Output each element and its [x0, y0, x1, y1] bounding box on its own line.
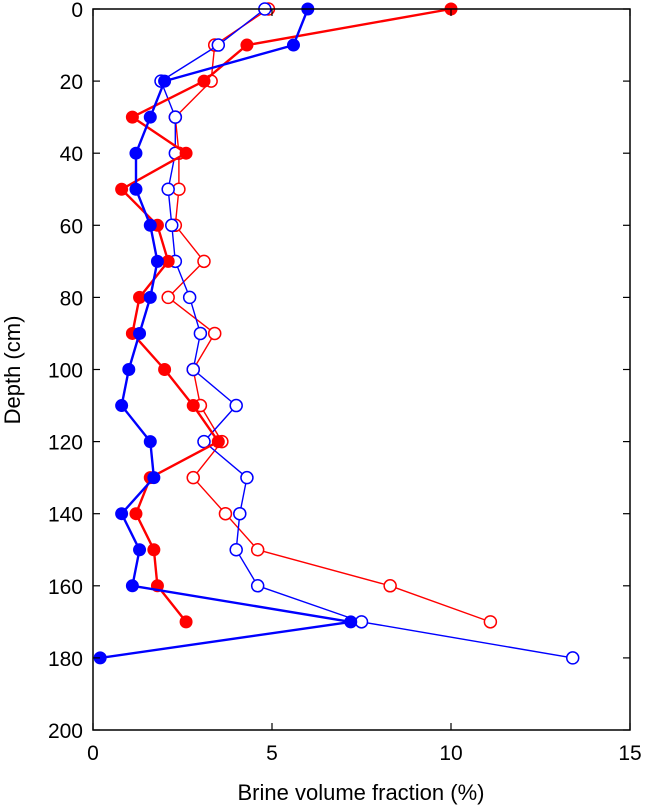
data-point — [158, 74, 172, 88]
data-point — [129, 182, 143, 196]
data-point — [218, 506, 233, 521]
data-point — [186, 399, 200, 413]
data-point — [147, 471, 161, 485]
data-point — [158, 363, 172, 376]
data-point — [129, 146, 143, 160]
y-tick-label: 200 — [48, 720, 83, 743]
data-point — [211, 435, 225, 449]
y-tick-label: 100 — [48, 360, 83, 383]
data-point — [150, 254, 164, 268]
x-tick-label: 15 — [618, 742, 641, 765]
data-point — [161, 182, 175, 196]
data-point — [344, 615, 358, 629]
x-tick-label: 10 — [439, 742, 462, 765]
x-axis-label: Brine volume fraction (%) — [238, 780, 485, 805]
data-point — [143, 218, 157, 232]
data-point — [161, 290, 175, 305]
data-point — [143, 435, 157, 449]
series-1 — [161, 2, 498, 629]
series-layer — [93, 2, 580, 665]
y-tick-label: 60 — [60, 215, 83, 238]
data-point — [207, 326, 222, 341]
data-point — [115, 507, 129, 521]
data-point — [240, 470, 254, 485]
data-point — [143, 110, 157, 124]
data-point — [179, 146, 193, 160]
data-point — [186, 362, 200, 377]
y-tick-label: 80 — [60, 287, 83, 310]
y-tick-label: 160 — [48, 576, 83, 599]
data-point — [250, 543, 265, 557]
series-2 — [93, 2, 358, 665]
y-axis-label: Depth (cm) — [0, 316, 25, 425]
series-0 — [115, 2, 458, 629]
data-point — [483, 615, 498, 629]
y-tick-label: 180 — [48, 648, 83, 671]
data-point — [129, 507, 143, 521]
y-tick-label: 140 — [48, 504, 83, 527]
x-tick-label: 5 — [266, 742, 278, 765]
y-tick-label: 20 — [60, 71, 83, 94]
series-line — [167, 8, 491, 623]
data-point — [147, 543, 161, 557]
data-point — [354, 615, 369, 629]
y-tick-label: 120 — [48, 432, 83, 455]
data-point — [133, 290, 147, 304]
data-point — [240, 38, 254, 52]
data-point — [233, 506, 247, 521]
data-point — [179, 615, 193, 629]
series-line — [160, 8, 573, 659]
data-point — [286, 38, 300, 52]
data-point — [229, 398, 243, 413]
data-point — [125, 579, 139, 593]
data-point — [115, 182, 129, 196]
data-point — [143, 290, 157, 304]
series-line — [120, 7, 452, 623]
data-point — [161, 254, 175, 268]
data-point — [186, 470, 200, 485]
data-point — [197, 74, 211, 88]
data-point — [115, 399, 129, 413]
data-point — [229, 543, 243, 557]
data-point — [165, 218, 179, 233]
data-point — [182, 290, 197, 305]
data-point — [197, 254, 211, 269]
data-point — [193, 326, 208, 341]
data-point — [168, 110, 183, 124]
data-point — [133, 326, 147, 340]
y-tick-label: 0 — [71, 0, 83, 22]
x-tick-label: 0 — [87, 742, 99, 765]
axis-ticks: 0 5 10 15 0 20 40 60 80 100 120 140 160 180 200 — [48, 0, 642, 765]
data-point — [211, 38, 226, 52]
data-point — [383, 579, 397, 593]
data-point — [250, 579, 265, 593]
data-point — [197, 434, 211, 449]
data-point — [122, 363, 136, 376]
data-point — [565, 651, 580, 665]
data-point — [133, 543, 147, 557]
data-point — [125, 110, 139, 124]
y-tick-label: 40 — [60, 143, 83, 166]
